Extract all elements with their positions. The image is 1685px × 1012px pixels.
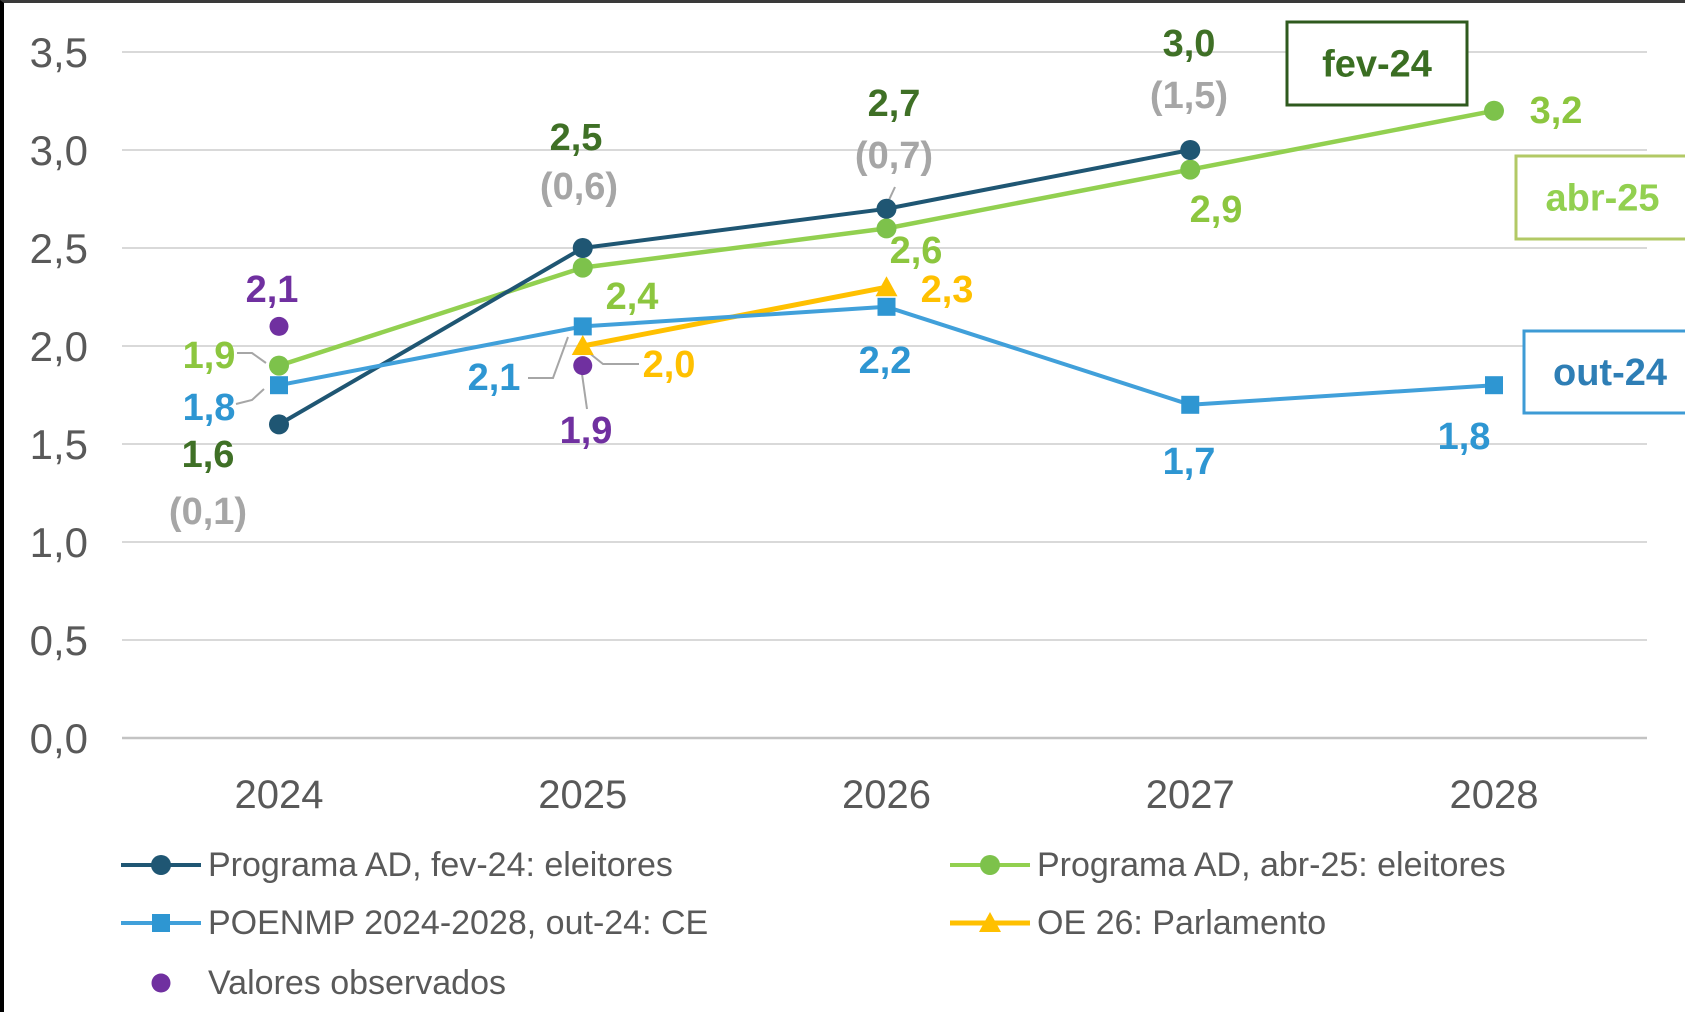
- data-sub-label-fev24: (0,1): [169, 491, 247, 533]
- annotation-label: out-24: [1553, 352, 1667, 394]
- green-line-circle-marker-icon: [950, 855, 1030, 875]
- legend-item-programa-ad-abr25: Programa AD, abr-25: eleitores: [948, 845, 1506, 885]
- annotation-box: [1285, 20, 1469, 107]
- data-label-fev24: 1,6: [182, 434, 235, 476]
- marker-obs: [269, 316, 289, 336]
- data-label-fev24: 3,0: [1163, 23, 1216, 65]
- marker-out24: [877, 297, 896, 316]
- data-label-abr25: 2,4: [606, 276, 659, 318]
- marker-abr25: [269, 355, 289, 376]
- marker-oe26: [571, 335, 594, 355]
- annotation-box: [1522, 329, 1685, 415]
- marker-fev24: [1180, 140, 1201, 160]
- marker-oe26: [875, 276, 898, 297]
- data-label-oe26: 2,3: [921, 269, 974, 311]
- legend-item-poenmp-out24: POENMP 2024-2028, out-24: CE: [119, 903, 708, 943]
- data-label-out24: 1,7: [1163, 441, 1216, 483]
- label-leader-line: [528, 336, 569, 379]
- purple-dot-marker-icon: [151, 973, 171, 993]
- data-label-out24: 1,8: [183, 387, 236, 429]
- data-label-abr25: 2,9: [1190, 189, 1243, 231]
- data-label-abr25: 3,2: [1530, 90, 1583, 132]
- marker-out24: [573, 317, 592, 336]
- annotation-box: [1514, 154, 1685, 241]
- marker-fev24: [572, 238, 593, 258]
- data-label-obs: 2,1: [246, 269, 299, 311]
- y-axis-tick-label: 1,5: [30, 421, 88, 468]
- legend-item-programa-ad-fev24: Programa AD, fev-24: eleitores: [119, 845, 673, 885]
- data-label-fev24: 2,5: [550, 117, 603, 159]
- data-sub-label-fev24: (0,7): [855, 135, 933, 177]
- y-axis-tick-label: 2,0: [30, 323, 88, 370]
- x-axis-tick-label: 2025: [538, 773, 627, 817]
- y-axis-tick-label: 3,0: [30, 127, 88, 174]
- legend-label: Valores observados: [208, 964, 506, 1002]
- legend-label: Programa AD, abr-25: eleitores: [1037, 846, 1506, 884]
- marker-abr25: [572, 257, 593, 278]
- label-leader-line: [587, 351, 639, 365]
- marker-obs: [573, 356, 593, 376]
- y-axis-tick-label: 3,5: [30, 29, 88, 76]
- marker-abr25: [1484, 100, 1504, 121]
- data-label-out24: 2,2: [859, 340, 912, 382]
- x-axis-tick-label: 2024: [235, 773, 324, 817]
- label-leader-line: [235, 388, 265, 405]
- yellow-line-triangle-marker-icon: [950, 912, 1030, 932]
- data-label-abr25: 1,9: [183, 335, 236, 377]
- x-axis-tick-label: 2026: [842, 773, 931, 817]
- marker-abr25: [1180, 159, 1201, 180]
- series-line-fev24: [277, 148, 1193, 427]
- data-label-out24: 1,8: [1438, 416, 1491, 458]
- blue-line-square-marker-icon: [121, 914, 201, 932]
- chart-plot-area: 3,5 3,0 2,5 2,0 1,5 1,0 0,5 0,0 2024 2025 2026 2027…: [30, 20, 1685, 817]
- marker-out24: [270, 376, 288, 395]
- marker-out24: [1485, 376, 1503, 395]
- annotation-label: abr-25: [1545, 178, 1659, 220]
- data-label-out24: 2,1: [468, 357, 521, 399]
- annotation-label: fev-24: [1322, 44, 1432, 86]
- data-label-fev24: 2,7: [868, 83, 921, 125]
- data-label-oe26: 2,0: [643, 344, 696, 386]
- data-sub-label-fev24: (1,5): [1150, 75, 1228, 117]
- navy-line-circle-marker-icon: [121, 855, 201, 875]
- legend-label: POENMP 2024-2028, out-24: CE: [208, 904, 709, 942]
- marker-fev24: [876, 198, 897, 219]
- label-leader-line: [237, 352, 267, 364]
- marker-fev24: [269, 414, 289, 435]
- data-label-abr25: 2,6: [890, 230, 943, 272]
- legend-item-valores-observados: Valores observados: [119, 963, 506, 1003]
- label-leader-line: [581, 373, 588, 410]
- marker-abr25: [876, 218, 897, 239]
- marker-out24: [1181, 395, 1200, 414]
- legend-label: OE 26: Parlamento: [1037, 904, 1327, 942]
- y-axis-tick-label: 0,5: [30, 617, 88, 664]
- data-sub-label-fev24: (0,6): [540, 166, 618, 208]
- legend-item-oe26-parlamento: OE 26: Parlamento: [948, 903, 1326, 943]
- y-axis-tick-label: 2,5: [30, 225, 88, 272]
- x-axis-tick-label: 2028: [1450, 773, 1539, 817]
- y-axis-tick-label: 1,0: [30, 519, 88, 566]
- data-label-obs: 1,9: [560, 410, 613, 452]
- y-axis-tick-label: 0,0: [30, 715, 88, 762]
- x-axis-tick-label: 2027: [1146, 773, 1235, 817]
- legend-label: Programa AD, fev-24: eleitores: [208, 846, 673, 884]
